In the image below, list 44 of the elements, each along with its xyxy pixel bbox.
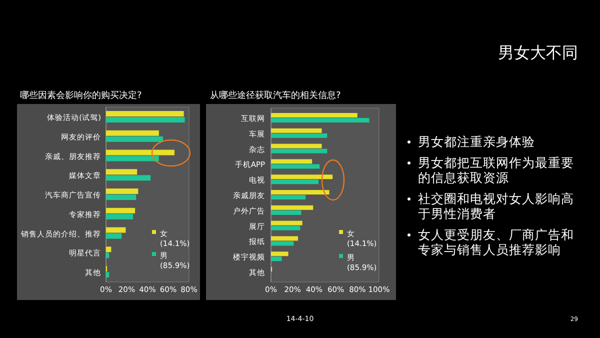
bar xyxy=(106,188,138,194)
bar xyxy=(271,241,294,246)
bar xyxy=(106,175,151,181)
bar xyxy=(271,159,312,164)
bar xyxy=(271,252,288,256)
bar xyxy=(271,113,358,118)
bar xyxy=(271,190,330,194)
text: 社交圈和电视对女人影响高于男性消费者 xyxy=(418,191,574,221)
bar xyxy=(271,174,333,180)
bar xyxy=(106,208,136,214)
bar xyxy=(271,133,328,138)
bar xyxy=(106,169,138,175)
bar xyxy=(106,227,126,233)
bar xyxy=(271,118,370,122)
text: 男女大不同 xyxy=(498,43,578,62)
bar xyxy=(271,236,298,241)
bar xyxy=(271,256,282,262)
bar xyxy=(106,136,164,142)
bar xyxy=(271,148,328,154)
bar xyxy=(106,156,159,162)
bar xyxy=(271,180,319,184)
bar xyxy=(106,246,112,252)
chart-title: 哪些因素会影响你的购买决定? xyxy=(20,90,142,101)
bar xyxy=(271,205,314,210)
bar xyxy=(271,210,302,215)
bar xyxy=(271,144,322,148)
bar xyxy=(271,128,322,133)
bar xyxy=(106,150,174,156)
text: 男女都把互联网作为最重要的信息获取资源 xyxy=(418,155,574,185)
bar xyxy=(271,220,302,226)
bar xyxy=(106,130,159,136)
bar xyxy=(271,164,320,169)
text: 女人更受朋友、厂商广告和专家与销售人员推荐影响 xyxy=(418,227,574,257)
bar xyxy=(271,195,306,200)
bar xyxy=(106,272,110,278)
bar xyxy=(106,214,133,220)
bar xyxy=(106,252,110,258)
bar xyxy=(106,117,185,122)
bar xyxy=(106,194,136,200)
chart-title: 从哪些途径获取汽车的相关信息? xyxy=(210,90,341,101)
bar xyxy=(271,226,300,230)
bar xyxy=(106,111,184,116)
text: 男女都注重亲身体验 xyxy=(418,134,535,149)
bar xyxy=(106,233,122,239)
